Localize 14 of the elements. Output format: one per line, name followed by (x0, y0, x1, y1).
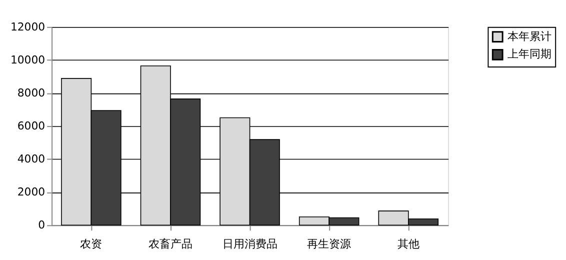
x-tick-label: 农畜产品 (148, 237, 192, 250)
x-tick-label: 农资 (80, 237, 102, 250)
y-tick-label: 10000 (10, 53, 46, 66)
y-tick-label: 6000 (17, 119, 46, 132)
legend-label: 本年累计 (508, 30, 552, 43)
x-tick-label: 日用消费品 (222, 237, 278, 250)
y-tick-label: 4000 (17, 152, 46, 166)
x-tick-label: 其他 (397, 237, 420, 250)
y-tick-label: 12000 (10, 20, 46, 34)
y-tick-label: 8000 (17, 86, 46, 100)
x-tick-label: 再生资源 (307, 237, 352, 250)
y-tick-label: 2000 (17, 186, 46, 199)
y-tick-label: 0 (38, 218, 46, 232)
legend-label: 上年同期 (508, 48, 552, 61)
